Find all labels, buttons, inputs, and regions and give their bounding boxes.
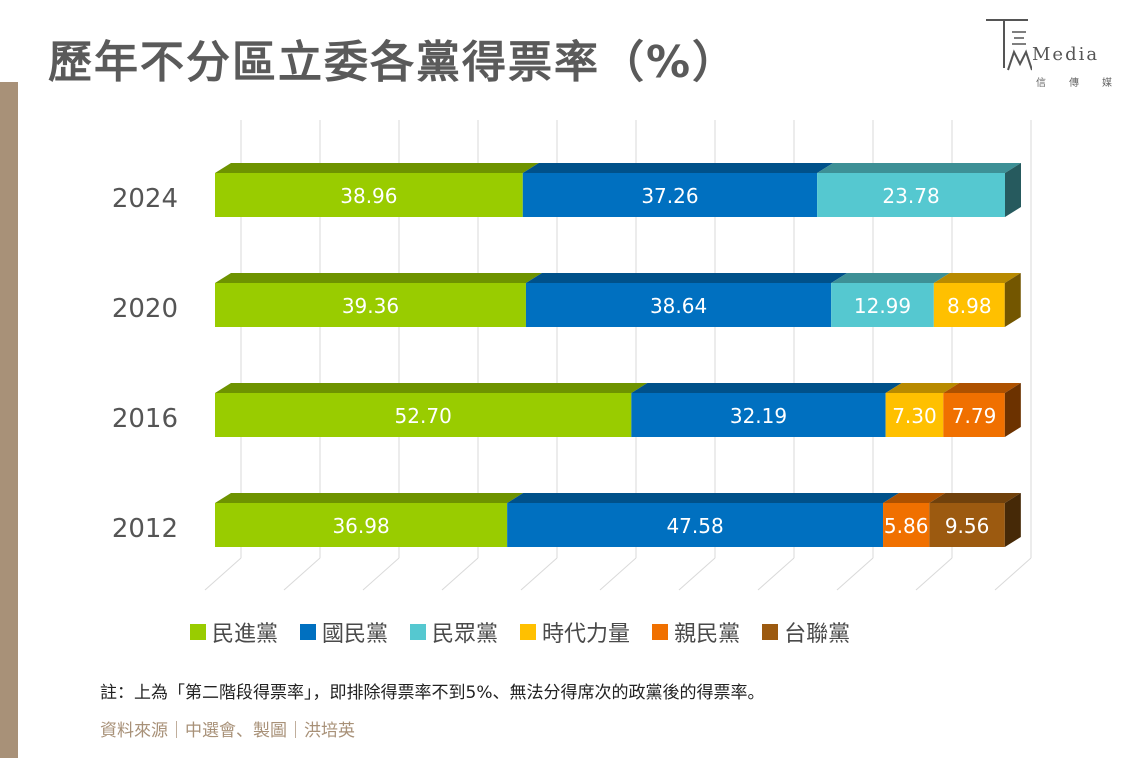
grid-floor-line: [520, 557, 558, 591]
data-label: 47.58: [666, 514, 723, 538]
bar-segment: [215, 173, 523, 217]
data-label: 7.30: [892, 404, 937, 428]
grid-floor-line: [441, 557, 479, 591]
bar-segment: [929, 503, 1005, 547]
bar-segment: [943, 393, 1005, 437]
bar-segment: [522, 173, 818, 217]
side-accent-bar: [0, 82, 18, 758]
data-label: 32.19: [730, 404, 787, 428]
legend-swatch: [762, 624, 779, 640]
stacked-bar-chart: 2024 38.96 37.26 23.78 2020 39.36 38.64 12.99 8.…: [112, 120, 1032, 591]
footnote: 註：上為「第二階段得票率」，即排除得票率不到5%、無法分得席次的政黨後的得票率。: [100, 683, 765, 703]
legend-item: 台聯黨: [762, 616, 850, 648]
bar-segment: [215, 503, 508, 547]
bar-segment: [883, 503, 930, 547]
bar-side-face: [1005, 163, 1021, 217]
bar-top-face: [929, 493, 1021, 503]
bar-top-face: [215, 273, 542, 283]
data-label: 9.56: [945, 514, 990, 538]
logo-mark-icon: [980, 14, 1033, 81]
data-label: 7.79: [952, 404, 997, 428]
logo-subtitle: 信 傳 媒: [1036, 74, 1112, 89]
legend-item: 國民黨: [300, 616, 388, 648]
data-label: 5.86: [884, 514, 929, 538]
legend-swatch: [410, 624, 427, 640]
grid-floor-line: [362, 557, 400, 591]
legend-label: 國民黨: [322, 622, 389, 647]
category-tick-label: 2012: [112, 514, 178, 544]
bar-top-face: [215, 163, 539, 173]
bar-segment: [817, 173, 1005, 217]
legend-swatch: [300, 624, 317, 640]
legend-label: 台聯黨: [784, 622, 851, 647]
bar-top-face: [885, 383, 960, 393]
bar-top-face: [943, 383, 1021, 393]
bar-top-face: [831, 273, 950, 283]
bar-top-face: [631, 383, 902, 393]
legend-item: 民眾黨: [410, 616, 498, 648]
data-label: 38.96: [340, 184, 397, 208]
logo-sub-char: 媒: [1102, 78, 1112, 89]
legend-swatch: [520, 624, 537, 640]
grid-floor-line: [915, 557, 953, 591]
data-label: 38.64: [650, 294, 707, 318]
bar-side-face: [1004, 493, 1021, 547]
legend-label: 親民黨: [674, 622, 741, 647]
media-logo: Media 信 傳 媒: [980, 14, 1120, 94]
bar-segment: [215, 283, 526, 327]
bar-segment: [525, 283, 832, 327]
data-label: 39.36: [342, 294, 399, 318]
chart-title: 歷年不分區立委各黨得票率（%）: [48, 37, 739, 88]
bar-top-face: [215, 493, 524, 503]
bar-segment: [933, 283, 1005, 327]
logo-sub-char: 傳: [1069, 78, 1079, 89]
legend-label: 民進黨: [212, 622, 279, 647]
bar-side-face: [1004, 273, 1021, 327]
bar-top-face: [522, 163, 834, 173]
bar-segment: [507, 503, 884, 547]
legend-label: 民眾黨: [432, 622, 499, 647]
grid-floor-line: [836, 557, 874, 591]
bar-top-face: [817, 163, 1021, 173]
bar-segment: [831, 283, 934, 327]
bar-top-face: [215, 383, 648, 393]
bar-segment: [631, 393, 886, 437]
bar-top-face: [883, 493, 946, 503]
legend-item: 民進黨: [190, 616, 278, 648]
legend-label: 時代力量: [542, 622, 631, 647]
logo-wordmark: Media: [1032, 44, 1100, 65]
logo-sub-char: 信: [1036, 78, 1046, 89]
grid-floor-line: [994, 557, 1032, 591]
grid-floor-line: [204, 557, 242, 591]
legend-swatch: [190, 624, 206, 640]
data-label: 52.70: [395, 404, 452, 428]
data-label: 8.98: [947, 294, 992, 318]
bar-side-face: [1004, 383, 1021, 437]
data-label: 12.99: [854, 294, 911, 318]
grid-floor-line: [283, 557, 321, 591]
data-label: 36.98: [332, 514, 389, 538]
category-tick-label: 2020: [112, 294, 178, 324]
grid-floor-line: [757, 557, 795, 591]
source-credit: 資料來源｜中選會、製圖｜洪培英: [100, 721, 355, 741]
bar-segment: [215, 393, 632, 437]
category-tick-label: 2016: [112, 404, 178, 434]
bar-top-face: [507, 493, 900, 503]
data-label: 37.26: [641, 184, 698, 208]
grid-floor-line: [599, 557, 637, 591]
legend-item: 親民黨: [652, 616, 740, 648]
data-label: 23.78: [882, 184, 939, 208]
bar-top-face: [525, 273, 848, 283]
bar-segment: [885, 393, 944, 437]
grid-floor-line: [678, 557, 716, 591]
category-tick-label: 2024: [112, 184, 178, 214]
bar-top-face: [933, 273, 1021, 283]
chart-legend: 民進黨 國民黨 民眾黨 時代力量 親民黨 台聯黨: [190, 616, 850, 648]
legend-swatch: [652, 624, 669, 640]
legend-item: 時代力量: [520, 616, 630, 648]
